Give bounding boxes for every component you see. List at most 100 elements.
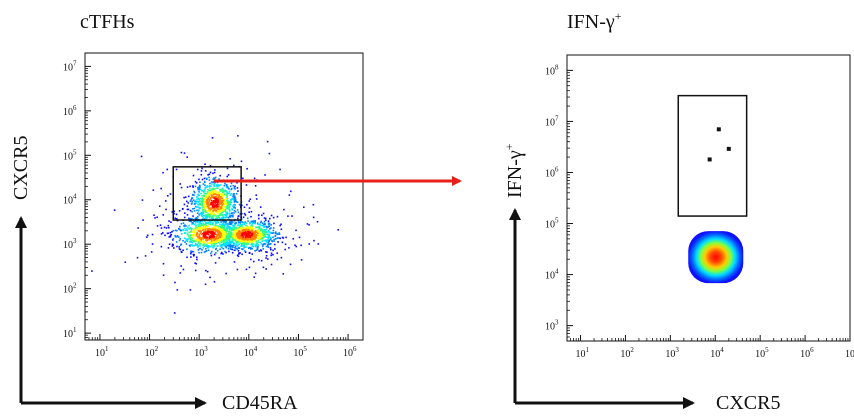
event-dot	[188, 231, 191, 234]
event-dot	[246, 227, 249, 229]
event-dot	[242, 245, 244, 248]
event-dot	[252, 232, 255, 234]
event-dot	[233, 236, 236, 239]
event-dot	[243, 243, 245, 245]
event-dot	[202, 217, 205, 219]
event-dot	[208, 184, 211, 187]
event-dot	[192, 230, 194, 233]
event-dot	[223, 208, 226, 211]
event-dot	[192, 185, 194, 187]
event-dot	[235, 228, 238, 230]
event-dot	[211, 183, 213, 185]
event-dot	[226, 167, 229, 170]
event-dot	[237, 255, 240, 258]
event-dot	[190, 238, 193, 241]
event-dot	[200, 188, 202, 191]
event-dot	[283, 208, 285, 211]
event-dot	[191, 221, 194, 224]
event-dot	[246, 167, 248, 170]
right-plot-frame	[566, 54, 851, 342]
event-dot	[257, 217, 260, 220]
event-dot	[193, 244, 195, 247]
event-dot	[217, 233, 219, 236]
event-dot	[208, 239, 210, 241]
event-dot	[221, 239, 223, 242]
event-dot	[185, 243, 188, 245]
event-dot	[194, 227, 197, 230]
event-dot	[203, 181, 206, 184]
event-dot	[180, 151, 183, 154]
event-dot	[222, 225, 225, 228]
event-dot	[238, 236, 241, 238]
event-dot	[226, 202, 229, 205]
event-dot	[201, 202, 204, 204]
event-dot	[206, 232, 209, 235]
event-dot	[209, 211, 211, 214]
event-dot	[259, 249, 262, 251]
event-dot	[266, 239, 269, 241]
event-dot	[211, 137, 214, 139]
event-dot	[202, 191, 205, 193]
event-dot	[219, 174, 221, 177]
event-dot	[215, 187, 218, 190]
event-dot	[215, 205, 218, 207]
event-dot	[204, 235, 206, 238]
event-dot	[261, 235, 263, 237]
event-dot	[248, 229, 251, 232]
event-dot	[173, 312, 176, 314]
event-dot	[199, 207, 201, 209]
event-dot	[194, 217, 197, 220]
event-dot	[269, 243, 271, 246]
event-dot	[225, 214, 227, 217]
event-dot	[182, 239, 184, 242]
event-dot	[203, 237, 206, 240]
event-dot	[198, 191, 200, 193]
event-dot	[202, 232, 205, 234]
event-dot	[204, 234, 207, 237]
event-dot	[313, 239, 315, 242]
right-x-ticks: 101 102 103 104 105 106 107	[570, 335, 854, 360]
event-dot	[221, 189, 223, 192]
event-dot	[228, 208, 231, 211]
event-dot	[249, 222, 251, 225]
event-dot	[275, 232, 277, 235]
event-dot	[253, 234, 256, 237]
event-dot	[254, 238, 256, 240]
event-dot	[199, 222, 202, 225]
event-dot	[199, 186, 201, 189]
event-dot	[172, 237, 175, 240]
event-dot	[219, 228, 222, 231]
event-dot	[210, 254, 213, 257]
event-dot	[312, 203, 315, 206]
event-dot	[216, 221, 218, 224]
event-dot	[194, 185, 197, 188]
event-dot	[195, 216, 198, 219]
event-dot	[197, 194, 199, 197]
event-dot	[221, 233, 224, 236]
event-dot	[241, 226, 243, 229]
event-dot	[199, 185, 201, 187]
event-dot	[226, 216, 228, 219]
event-dot	[235, 233, 238, 236]
event-dot	[250, 225, 252, 227]
event-dot	[192, 222, 195, 224]
event-dot	[240, 234, 243, 236]
event-dot	[276, 215, 279, 218]
event-dot	[199, 242, 202, 245]
event-dot	[158, 205, 161, 208]
event-dot	[287, 215, 289, 217]
event-dot	[233, 187, 236, 189]
event-dot	[240, 236, 243, 238]
event-dot	[178, 239, 181, 242]
event-dot	[201, 189, 204, 192]
event-dot	[225, 203, 228, 206]
event-dot	[211, 203, 214, 205]
event-dot	[211, 206, 214, 208]
event-dot	[232, 204, 235, 206]
event-dot	[200, 233, 203, 236]
event-dot	[202, 183, 205, 185]
event-dot	[257, 233, 260, 236]
event-dot	[218, 240, 221, 243]
event-dot	[222, 237, 225, 239]
event-dot	[161, 232, 164, 234]
